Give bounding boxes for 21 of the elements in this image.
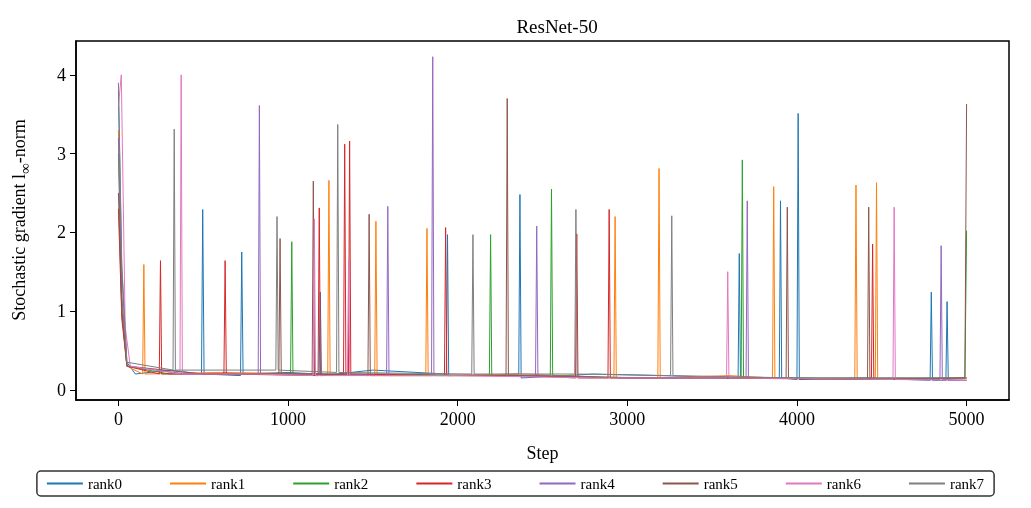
x-tick-label: 5000 — [948, 409, 985, 429]
y-tick-label: 3 — [57, 143, 66, 164]
legend-label: rank2 — [334, 475, 369, 492]
legend-label: rank1 — [211, 475, 246, 492]
x-tick-label: 0 — [113, 409, 123, 429]
x-tick-label: 1000 — [270, 409, 307, 429]
legend-label: rank5 — [703, 475, 738, 492]
legend-label: rank3 — [457, 475, 492, 492]
legend-label: rank6 — [826, 475, 862, 492]
legend-label: rank4 — [580, 475, 616, 492]
x-tick-label: 4000 — [778, 409, 815, 429]
x-tick-label: 3000 — [609, 409, 646, 429]
y-tick-label: 0 — [57, 379, 66, 400]
x-axis-title: Step — [526, 443, 559, 463]
chart-title: ResNet-50 — [516, 16, 598, 37]
y-tick-label: 4 — [57, 64, 66, 85]
legend-label: rank7 — [949, 475, 985, 492]
legend-label: rank0 — [87, 475, 123, 492]
x-tick-label: 2000 — [439, 409, 476, 429]
y-tick-label: 2 — [57, 222, 66, 243]
y-tick-label: 1 — [57, 301, 66, 322]
